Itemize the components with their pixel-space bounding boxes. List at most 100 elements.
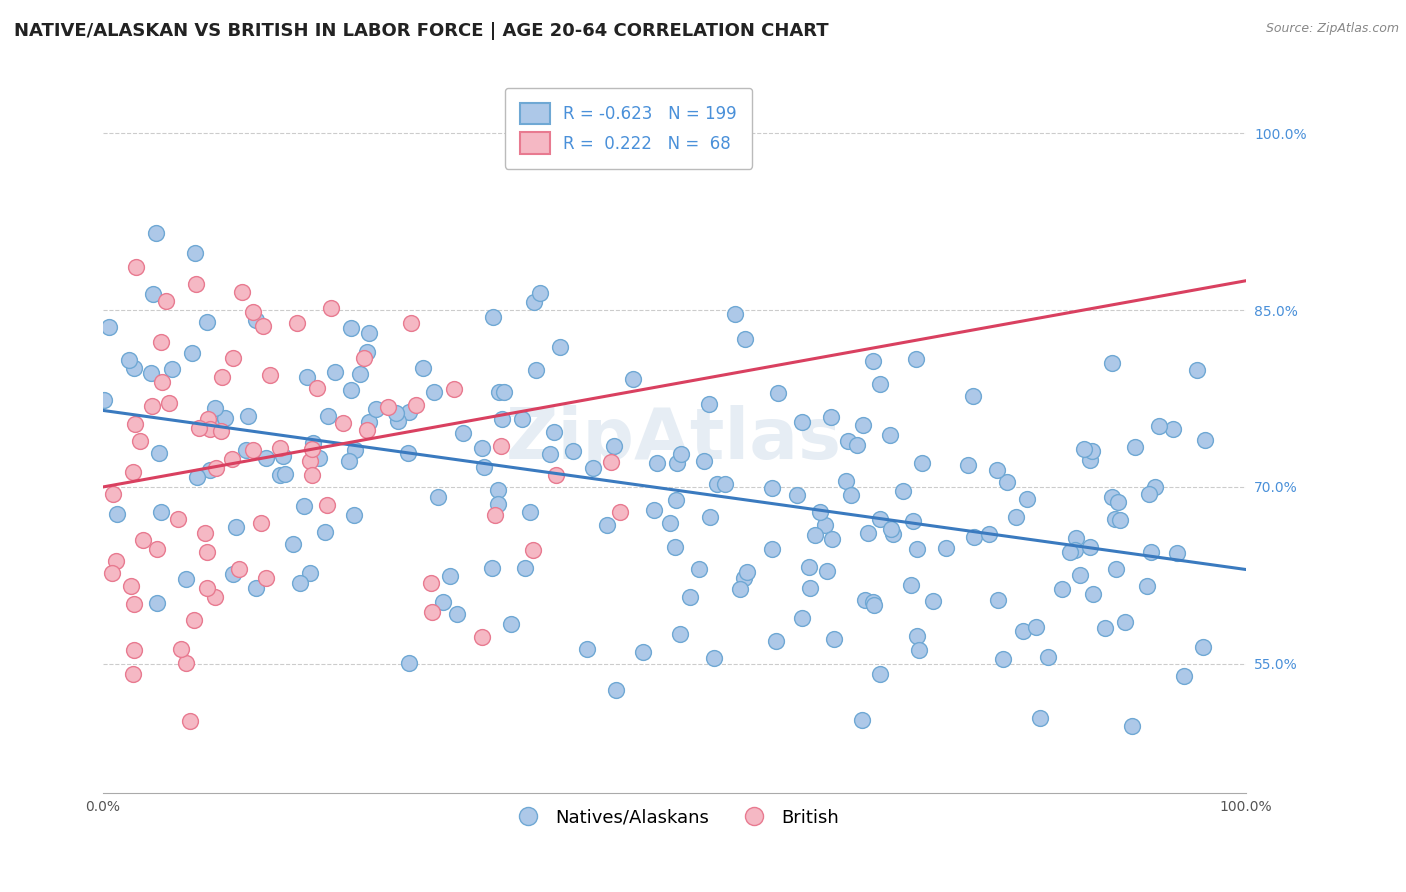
Point	[879, 428, 901, 442]
Point	[398, 656, 420, 670]
Point	[1147, 419, 1170, 434]
Point	[488, 384, 510, 399]
Point	[221, 351, 243, 365]
Point	[486, 498, 509, 512]
Point	[491, 412, 513, 426]
Point	[1140, 545, 1163, 559]
Point	[734, 332, 756, 346]
Point	[665, 492, 688, 507]
Point	[851, 713, 873, 727]
Point	[733, 571, 755, 585]
Point	[519, 505, 541, 519]
Point	[254, 450, 277, 465]
Point	[427, 490, 450, 504]
Point	[494, 385, 516, 400]
Point	[679, 591, 702, 605]
Point	[1063, 542, 1085, 557]
Point	[451, 425, 474, 440]
Point	[103, 486, 125, 500]
Point	[1192, 640, 1215, 654]
Point	[962, 389, 984, 403]
Point	[814, 517, 837, 532]
Point	[1017, 491, 1039, 506]
Point	[285, 316, 308, 330]
Point	[835, 475, 858, 489]
Point	[471, 442, 494, 456]
Point	[1012, 624, 1035, 639]
Point	[222, 566, 245, 581]
Point	[1161, 422, 1184, 436]
Point	[851, 418, 873, 433]
Point	[302, 436, 325, 450]
Point	[357, 415, 380, 429]
Point	[364, 402, 387, 417]
Point	[124, 360, 146, 375]
Point	[184, 277, 207, 292]
Point	[412, 361, 434, 376]
Point	[200, 463, 222, 477]
Point	[529, 286, 551, 301]
Point	[97, 320, 120, 334]
Point	[724, 307, 747, 321]
Point	[522, 542, 544, 557]
Point	[688, 562, 710, 576]
Point	[301, 442, 323, 456]
Point	[344, 443, 367, 458]
Point	[204, 401, 226, 416]
Point	[669, 447, 692, 461]
Point	[141, 399, 163, 413]
Point	[792, 416, 814, 430]
Point	[122, 667, 145, 681]
Point	[1101, 491, 1123, 505]
Point	[155, 293, 177, 308]
Point	[214, 411, 236, 425]
Point	[1078, 453, 1101, 467]
Point	[665, 456, 688, 470]
Point	[703, 650, 725, 665]
Point	[242, 443, 264, 458]
Point	[697, 397, 720, 411]
Point	[907, 629, 929, 643]
Point	[145, 596, 167, 610]
Point	[377, 400, 399, 414]
Point	[131, 533, 153, 548]
Point	[356, 344, 378, 359]
Point	[420, 605, 443, 619]
Point	[295, 369, 318, 384]
Point	[290, 576, 312, 591]
Point	[340, 383, 363, 397]
Point	[841, 488, 863, 502]
Point	[605, 682, 627, 697]
Point	[901, 514, 924, 528]
Point	[1036, 649, 1059, 664]
Point	[1104, 512, 1126, 526]
Point	[979, 526, 1001, 541]
Point	[609, 505, 631, 519]
Point	[343, 508, 366, 522]
Point	[1144, 480, 1167, 494]
Point	[484, 508, 506, 523]
Point	[180, 346, 202, 360]
Point	[117, 353, 139, 368]
Point	[197, 545, 219, 559]
Point	[891, 484, 914, 499]
Point	[869, 377, 891, 392]
Point	[197, 412, 219, 426]
Point	[150, 335, 173, 350]
Point	[423, 385, 446, 400]
Point	[225, 520, 247, 534]
Point	[314, 525, 336, 540]
Point	[1059, 544, 1081, 558]
Point	[299, 454, 322, 468]
Point	[1073, 442, 1095, 457]
Point	[332, 416, 354, 430]
Point	[1166, 546, 1188, 560]
Point	[307, 381, 329, 395]
Point	[633, 645, 655, 659]
Point	[995, 475, 1018, 490]
Point	[808, 505, 831, 519]
Point	[546, 467, 568, 482]
Point	[1136, 579, 1159, 593]
Point	[254, 571, 277, 585]
Point	[905, 352, 928, 367]
